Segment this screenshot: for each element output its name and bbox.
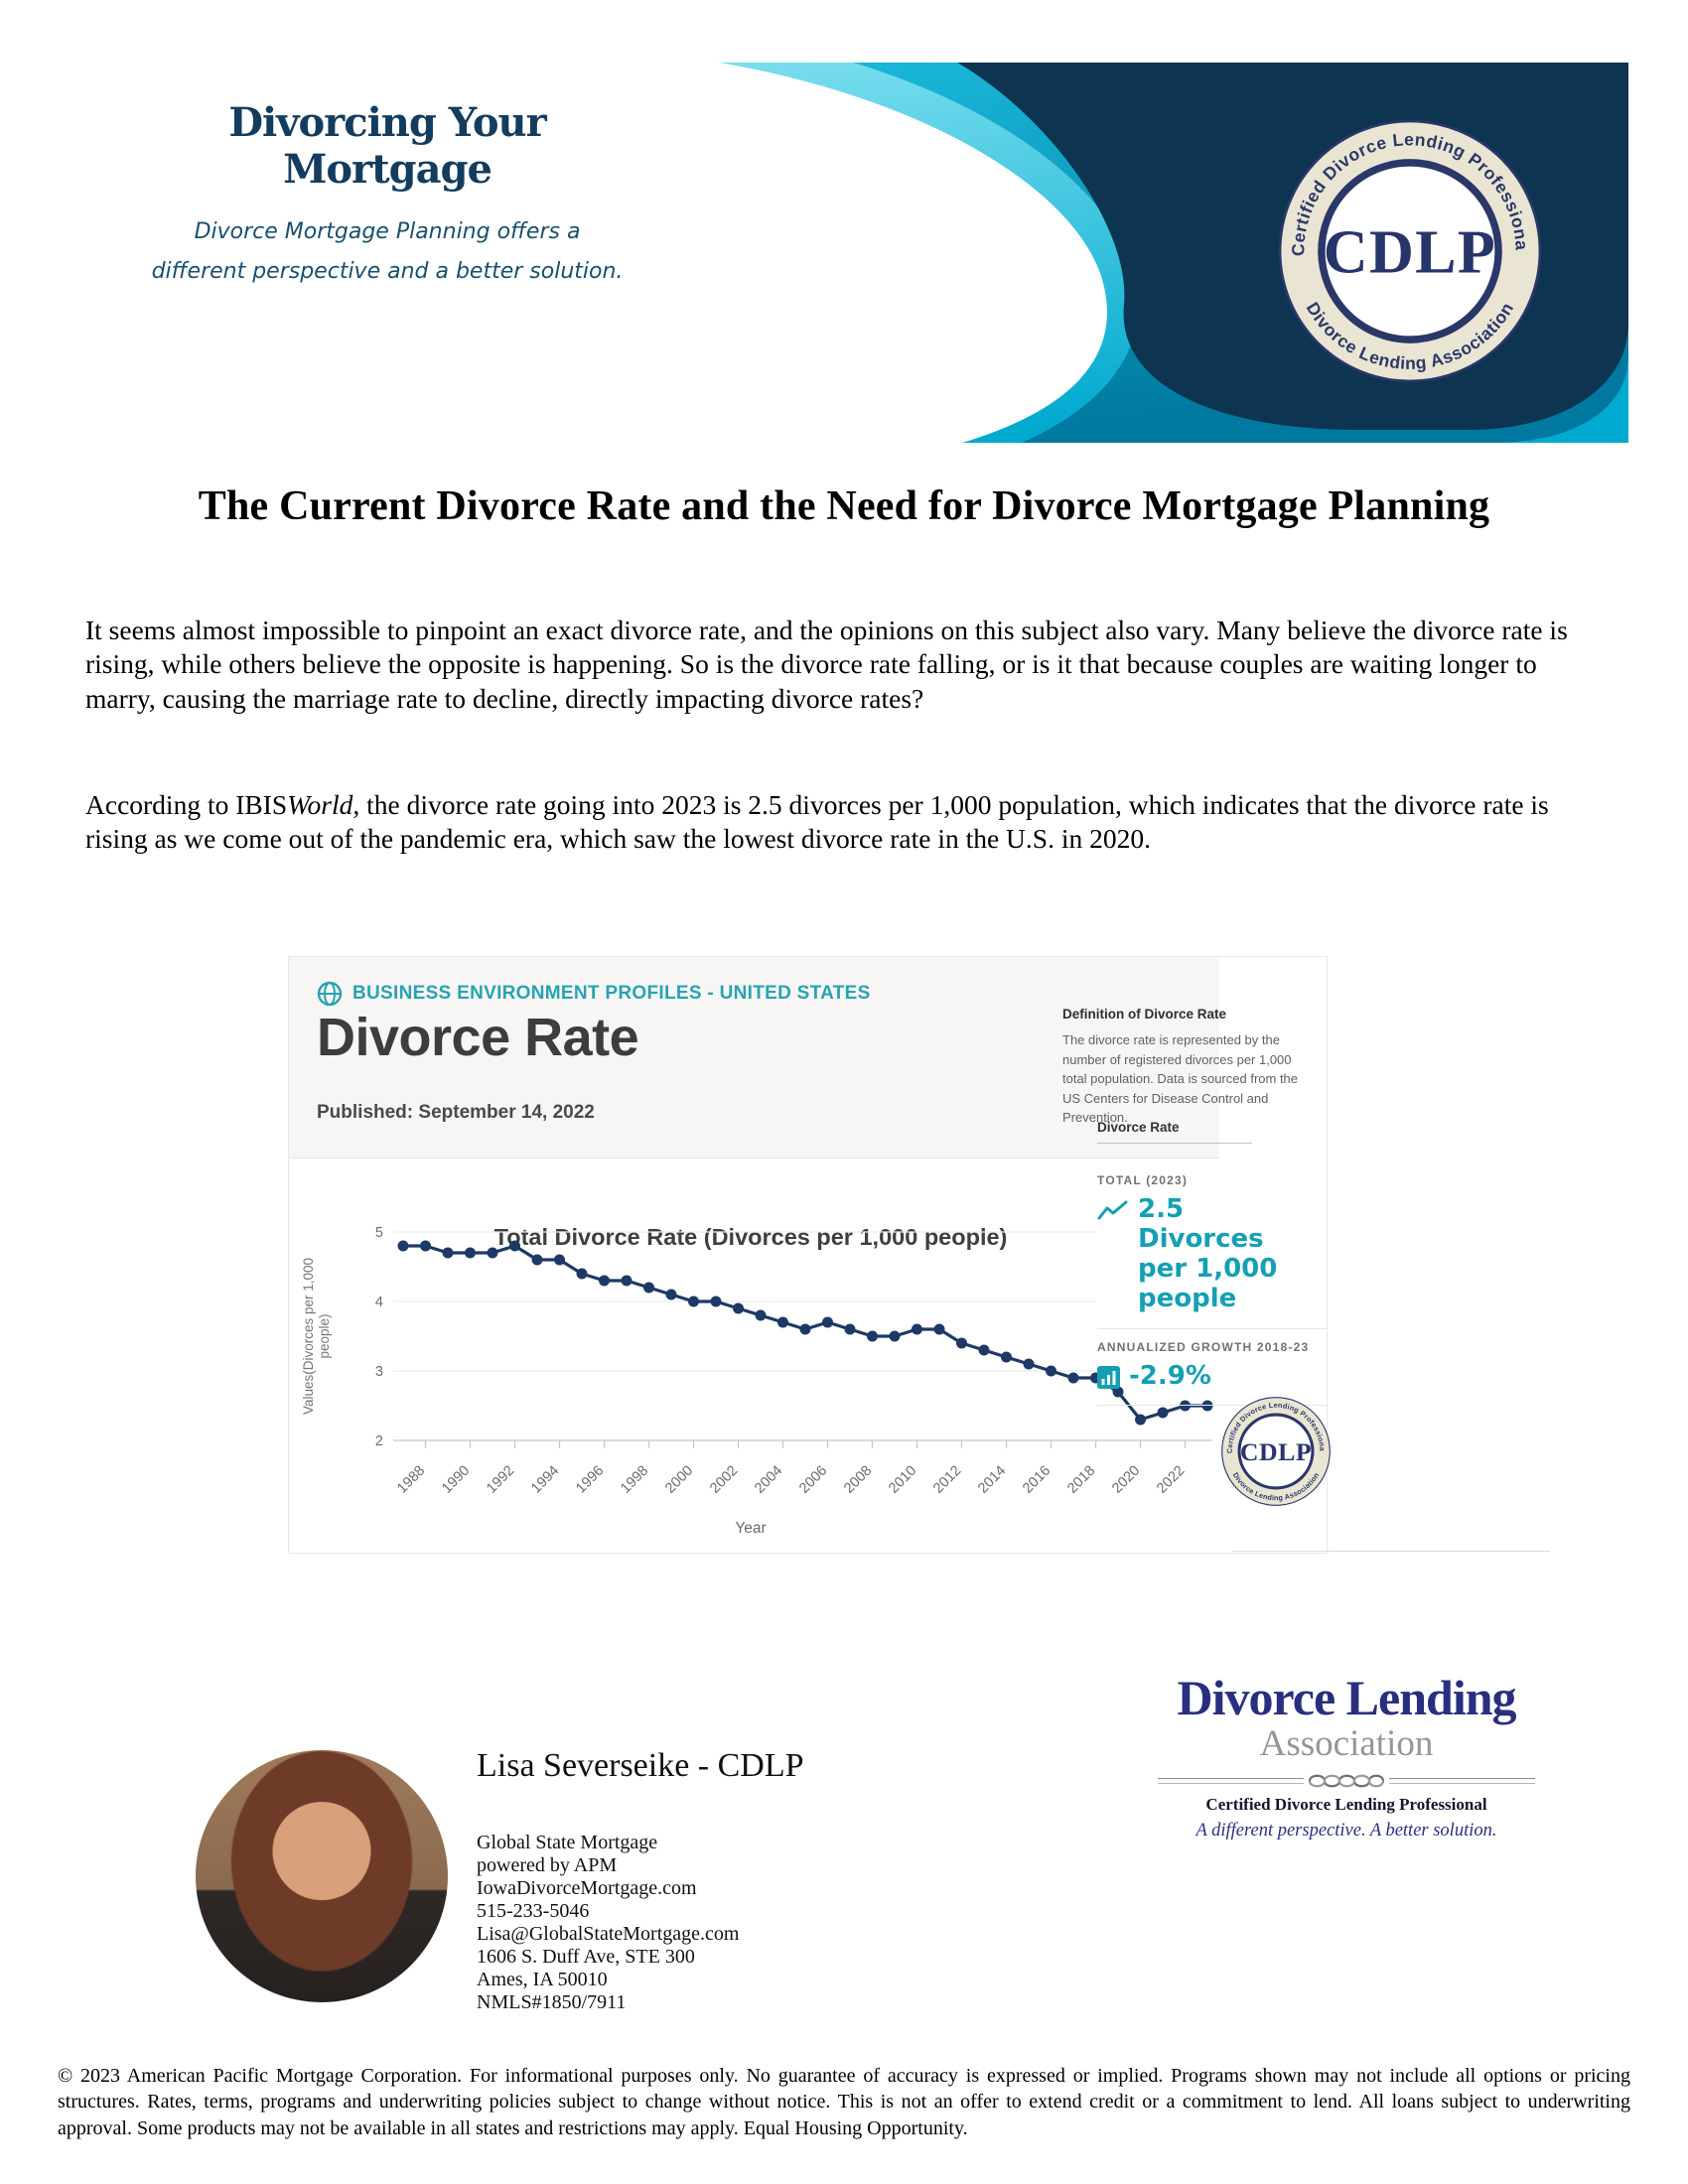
svg-text:2010: 2010 <box>886 1463 919 1497</box>
dla-logo-divider <box>1158 1771 1535 1791</box>
svg-text:2002: 2002 <box>707 1463 741 1497</box>
svg-text:2000: 2000 <box>662 1463 696 1497</box>
paragraph2-suffix: , the divorce rate going into 2023 is 2.… <box>85 788 1549 855</box>
svg-text:CDLP: CDLP <box>1324 219 1496 287</box>
paragraph2-prefix: According to IBIS <box>85 788 288 820</box>
svg-text:2014: 2014 <box>975 1463 1009 1497</box>
svg-text:2006: 2006 <box>796 1463 830 1497</box>
cdlp-watermark-seal: Certified Divorce Lending Professional D… <box>1219 1389 1332 1507</box>
stats-divider <box>1097 1327 1328 1329</box>
svg-text:2022: 2022 <box>1154 1463 1188 1497</box>
paragraph-divorce-rate-intro: It seems almost impossible to pinpoint a… <box>85 614 1568 715</box>
trend-line-icon <box>1097 1200 1128 1220</box>
divorce-rate-line-chart: Total Divorce Rate (Divorces per 1,000 p… <box>301 1224 1213 1537</box>
svg-text:1998: 1998 <box>618 1463 651 1497</box>
dla-certification-line: Certified Divorce Lending Professional <box>1205 1794 1487 1814</box>
svg-text:Year: Year <box>735 1520 766 1537</box>
paragraph2-italic-word: World <box>287 788 353 820</box>
ibis-report-title: Divorce Rate <box>317 1008 639 1067</box>
contact-line: powered by APM <box>477 1854 618 1876</box>
stat-growth-label: ANNUALIZED GROWTH 2018-23 <box>1097 1339 1310 1354</box>
ibis-brand-row: BUSINESS ENVIRONMENT PROFILES - UNITED S… <box>317 981 871 1007</box>
svg-text:CDLP: CDLP <box>1240 1437 1312 1466</box>
svg-text:1990: 1990 <box>439 1463 473 1497</box>
svg-text:1992: 1992 <box>484 1463 517 1497</box>
ibis-sidebar-label: Divorce Rate <box>1097 1120 1252 1144</box>
svg-text:2012: 2012 <box>930 1463 964 1497</box>
contact-line: NMLS#1850/7911 <box>477 1991 627 2013</box>
svg-text:1994: 1994 <box>528 1463 562 1497</box>
stats-divider <box>1097 1404 1328 1406</box>
page-title: The Current Divorce Rate and the Need fo… <box>198 483 1490 530</box>
contact-line: Global State Mortgage <box>477 1832 658 1853</box>
stat-total-label: TOTAL (2023) <box>1097 1173 1189 1187</box>
svg-text:2020: 2020 <box>1109 1463 1143 1497</box>
svg-text:4: 4 <box>375 1295 383 1310</box>
stat-growth-value: -2.9% <box>1129 1360 1211 1391</box>
svg-text:Total Divorce Rate (Divorces p: Total Divorce Rate (Divorces per 1,000 p… <box>494 1224 1008 1250</box>
brand-text-block: Divorcing Your Mortgage Divorce Mortgage… <box>139 99 635 292</box>
svg-text:2: 2 <box>375 1433 383 1449</box>
globe-icon <box>317 981 343 1007</box>
disclaimer-footer: © 2023 American Pacific Mortgage Corpora… <box>58 2065 1630 2139</box>
bar-chart-icon <box>1097 1365 1120 1389</box>
svg-text:2004: 2004 <box>752 1463 785 1497</box>
contact-details: Global State Mortgage powered by APM IowaD… <box>477 1832 739 2014</box>
svg-text:3: 3 <box>375 1364 383 1380</box>
ibis-stats-panel: TOTAL (2023) 2.5 Divorces per 1,000 peop… <box>1097 1173 1328 1417</box>
contact-name: Lisa Severseike - CDLP <box>477 1747 804 1784</box>
contact-line: Lisa@GlobalStateMortgage.com <box>477 1923 740 1945</box>
divider-line <box>1232 1551 1550 1552</box>
contact-line: 515-233-5046 <box>477 1900 590 1922</box>
stat-total-value: 2.5 Divorces per 1,000 people <box>1138 1194 1278 1314</box>
dla-logo-line1: Divorce Lending <box>1177 1670 1516 1725</box>
svg-text:2016: 2016 <box>1020 1463 1054 1497</box>
cdlp-seal-badge: Certified Divorce Lending Professional D… <box>1273 101 1544 385</box>
contact-line: IowaDivorceMortgage.com <box>477 1877 697 1899</box>
brand-tagline-line1: Divorce Mortgage Planning offers a <box>194 219 581 244</box>
brand-title: Divorcing Your Mortgage <box>228 99 546 193</box>
ibis-brand-label: BUSINESS ENVIRONMENT PROFILES - UNITED S… <box>352 983 871 1004</box>
svg-text:2008: 2008 <box>841 1463 875 1497</box>
dla-logo-line2: Association <box>1259 1722 1434 1764</box>
ibis-definition-title: Definition of Divorce Rate <box>1062 1007 1227 1022</box>
svg-text:2018: 2018 <box>1064 1463 1098 1497</box>
svg-text:Values(Divorces per 1,000peopl: Values(Divorces per 1,000people) <box>301 1258 332 1415</box>
dla-logo: Divorce Lending Association Certified Di… <box>1152 1672 1541 1842</box>
svg-text:1996: 1996 <box>573 1463 607 1497</box>
brand-tagline-line2: different perspective and a better solut… <box>151 259 624 284</box>
ibis-definition-block: Definition of Divorce Rate The divorce r… <box>1062 1007 1303 1128</box>
contact-line: 1606 S. Duff Ave, STE 300 <box>477 1946 695 1968</box>
contact-line: Ames, IA 50010 <box>477 1969 608 1990</box>
paragraph-ibisworld: According to IBISWorld, the divorce rate… <box>85 788 1607 858</box>
contact-photo <box>196 1750 448 2002</box>
svg-text:1988: 1988 <box>394 1463 428 1497</box>
dla-tagline: A different perspective. A better soluti… <box>1196 1820 1497 1841</box>
banner-graphic: Certified Divorce Lending Professional D… <box>625 63 1628 443</box>
ibis-definition-body: The divorce rate is represented by the n… <box>1062 1032 1299 1125</box>
rope-knot-icon <box>1308 1774 1385 1787</box>
svg-text:5: 5 <box>375 1225 383 1241</box>
ibis-published-date: Published: September 14, 2022 <box>317 1102 595 1123</box>
ibis-report-header: BUSINESS ENVIRONMENT PROFILES - UNITED S… <box>289 957 1298 1159</box>
ibis-report-screenshot: BUSINESS ENVIRONMENT PROFILES - UNITED S… <box>288 956 1550 1554</box>
